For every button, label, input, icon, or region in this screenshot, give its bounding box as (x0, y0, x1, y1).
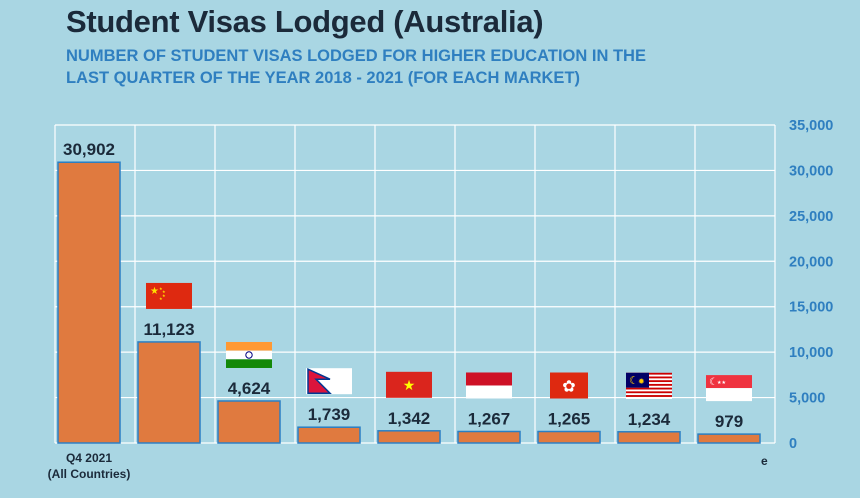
y-tick-label: 5,000 (789, 391, 825, 407)
y-tick-label: 10,000 (789, 345, 833, 361)
flag-stripe (466, 372, 512, 386)
footnote-text: e (761, 454, 768, 468)
y-tick-label: 35,000 (789, 118, 833, 134)
flag-stripe (466, 385, 512, 399)
flag-flower: ✿ (562, 377, 575, 396)
bar (457, 430, 521, 444)
flag-malaysia-icon: ☾ ✹ (626, 372, 672, 399)
flag-vietnam-icon: ★ (386, 371, 432, 398)
flag-stripe (626, 387, 672, 390)
flag-star: ★ (162, 293, 166, 298)
flag-stripe (626, 389, 672, 392)
flag-stripe (626, 393, 672, 396)
bar (137, 341, 201, 444)
data-label: 979 (715, 412, 743, 431)
bar (57, 161, 121, 444)
flag-star: ★ (159, 296, 163, 301)
y-tick-label: 25,000 (789, 209, 833, 225)
y-tick-label: 30,000 (789, 163, 833, 179)
flag-stripe (226, 350, 272, 360)
flag-stripe (626, 396, 672, 399)
flag-field (146, 282, 192, 309)
flag-pennant (307, 368, 332, 394)
flag-canton (626, 372, 649, 388)
y-tick-label: 20,000 (789, 254, 833, 270)
chart-title: Student Visas Lodged (Australia) (66, 4, 544, 39)
data-label: 1,739 (308, 405, 351, 424)
chart-subtitle-line-1: NUMBER OF STUDENT VISAS LODGED FOR HIGHE… (66, 47, 646, 65)
flag-crescent: ☾ (629, 374, 639, 387)
flag-stripe (226, 341, 272, 351)
data-label: 1,267 (468, 409, 511, 428)
flag-stripe (706, 388, 752, 402)
bar (297, 426, 361, 444)
x-axis: Q4 2021 (All Countries) (48, 451, 131, 481)
flag-star: ★ (150, 286, 159, 297)
bar (617, 431, 681, 444)
y-tick-label: 0 (789, 436, 797, 452)
bar (217, 400, 281, 444)
bar (377, 430, 441, 444)
data-label: 1,342 (388, 409, 431, 428)
bar (537, 430, 601, 444)
flag-stars: ★★ (717, 380, 726, 386)
flag-nepal-icon (306, 368, 352, 395)
flag-stripe (226, 359, 272, 368)
flag-star: ✹ (638, 377, 645, 386)
flag-crescent: ☾ (709, 377, 718, 388)
flag-stripe (626, 395, 672, 398)
flag-singapore-icon: ☾ ★★ (706, 375, 752, 402)
chart-subtitle-line-2: LAST QUARTER OF THE YEAR 2018 - 2021 (FO… (66, 69, 581, 87)
data-labels: 30,902 11,123 4,624 1,739 1,342 1,267 1,265 1,2… (63, 140, 743, 431)
flag-stripe (706, 375, 752, 389)
flag-field (386, 371, 432, 398)
flag-stripe (626, 391, 672, 394)
data-label: 30,902 (63, 140, 115, 159)
data-label: 4,624 (228, 379, 271, 398)
x-category-label: Q4 2021 (66, 451, 112, 465)
bar (697, 433, 761, 444)
flag-wheel (245, 351, 253, 359)
flag-field (550, 372, 588, 399)
y-axis: 0 5,000 10,000 15,000 20,000 25,000 30,000 35,0… (789, 118, 833, 452)
flag-star: ★ (162, 289, 166, 294)
flag-star: ★ (159, 286, 163, 291)
data-label: 1,234 (628, 410, 671, 429)
flag-indonesia-icon (466, 372, 512, 399)
data-label: 11,123 (143, 320, 194, 339)
chart-subtitle: NUMBER OF STUDENT VISAS LODGED FOR HIGHE… (66, 45, 766, 89)
flag-china-icon: ★ ★★★★ (146, 282, 192, 309)
flag-star: ★ (403, 378, 416, 394)
y-tick-label: 15,000 (789, 300, 833, 316)
flags: ★ ★★★★★ ✿ ☾ ✹ ☾ ★★ (146, 282, 752, 402)
gridlines (54, 124, 776, 444)
bars (57, 161, 761, 444)
data-label: 1,265 (548, 410, 591, 429)
flag-hong-kong-icon: ✿ (550, 372, 588, 399)
flag-india-icon (226, 341, 272, 368)
x-category-label: (All Countries) (48, 467, 131, 481)
